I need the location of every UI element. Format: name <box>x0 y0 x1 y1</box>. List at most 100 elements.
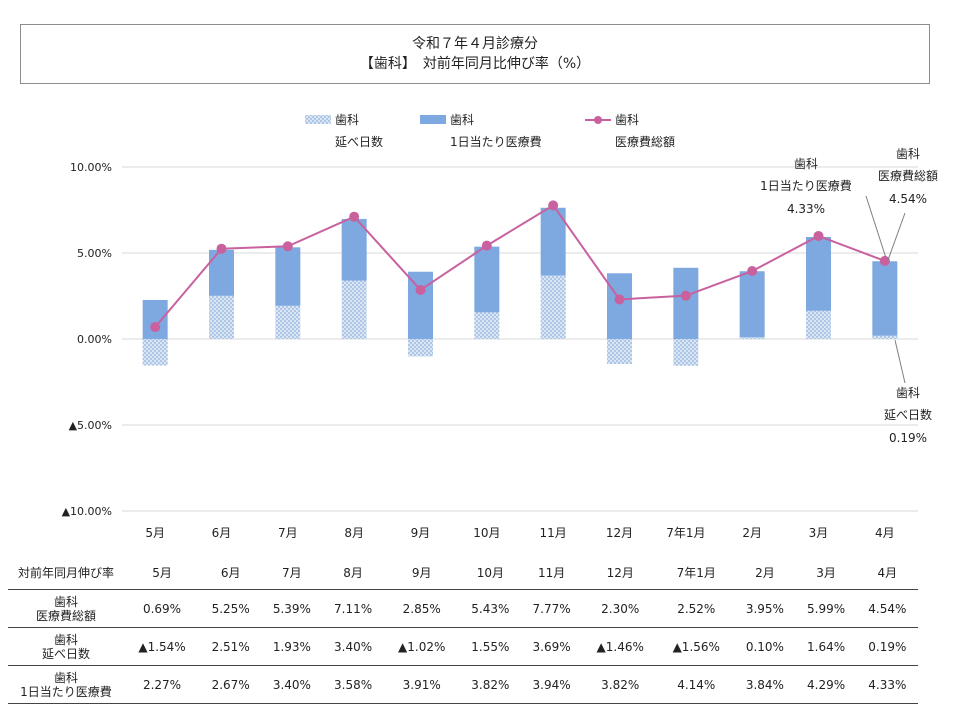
table-header-label: 対前年同月伸び率 <box>8 555 124 590</box>
x-tick-label: 7年1月 <box>666 526 705 540</box>
bar-days <box>341 280 367 339</box>
table-header-month: 2月 <box>734 555 796 590</box>
table-cell: 2.51% <box>200 627 262 666</box>
table-row-label: 歯科 延べ日数 <box>8 627 124 666</box>
table-cell: 7.11% <box>322 589 384 628</box>
x-tick-label: 5月 <box>145 526 165 540</box>
table-cell: 3.84% <box>734 665 796 704</box>
annotation-text: 歯科 <box>896 386 920 400</box>
point-total <box>813 230 824 241</box>
table-cell: ▲1.56% <box>658 627 735 666</box>
table-cell: 5.39% <box>261 589 323 628</box>
legend-label: 医療費総額 <box>615 134 675 149</box>
bar-perday <box>673 267 699 339</box>
bar-perday <box>607 273 632 339</box>
point-total <box>150 322 161 333</box>
legend-label: 歯科 <box>450 113 474 127</box>
table-cell: 0.19% <box>856 627 918 666</box>
table-cell: 4.33% <box>856 665 918 704</box>
point-total <box>481 240 492 251</box>
table-header-month: 6月 <box>200 555 262 590</box>
point-total <box>415 284 426 295</box>
chart-title-box: 令和７年４月診療分 【歯科】 対前年同月比伸び率（%） <box>20 24 930 84</box>
table-cell: 2.27% <box>124 665 201 704</box>
y-tick-label: 0.00% <box>77 333 112 346</box>
table-cell: 1.55% <box>459 627 521 666</box>
bar-perday <box>275 247 301 306</box>
bar-days <box>408 339 433 357</box>
x-tick-label: 3月 <box>809 526 829 540</box>
table-header-month: 8月 <box>322 555 384 590</box>
legend-icon-days <box>305 115 331 124</box>
annotation-text: 延べ日数 <box>884 407 932 422</box>
annotation-text: 4.33% <box>787 202 825 216</box>
x-tick-label: 12月 <box>606 526 633 540</box>
table-row: 歯科 延べ日数 ▲1.54% 2.51% 1.93% 3.40% ▲1.02% 1.55% 3.… <box>8 627 918 666</box>
table-header-row: 対前年同月伸び率 5月 6月 7月 8月 9月 10月 11月 12月 7年1月 2月 3月 4月 <box>8 555 918 590</box>
table-cell: 0.10% <box>734 627 796 666</box>
point-total <box>680 290 691 301</box>
bar-days <box>209 295 234 339</box>
growth-rate-chart: 10.00% 5.00% 0.00% ▲5.00% ▲10.00% 5月 6月 7月 8月 9月 1… <box>62 113 938 540</box>
table-cell: 2.67% <box>200 665 262 704</box>
table-header-month: 7月 <box>261 555 323 590</box>
legend-label: 歯科 <box>615 113 639 127</box>
table-cell: 4.14% <box>658 665 735 704</box>
table-cell: 2.30% <box>582 589 659 628</box>
legend-label: 1日当たり医療費 <box>450 134 542 149</box>
annotation-text: 4.54% <box>889 192 927 206</box>
table-cell: 3.82% <box>459 665 521 704</box>
bar-days <box>673 339 699 366</box>
point-total <box>349 211 360 222</box>
table-header-month: 5月 <box>124 555 201 590</box>
table-header-month: 7年1月 <box>658 555 735 590</box>
y-tick-label: ▲10.00% <box>62 505 112 518</box>
point-total <box>879 255 890 266</box>
data-table: 対前年同月伸び率 5月 6月 7月 8月 9月 10月 11月 12月 7年1月 2月 3月 4月 歯科医… <box>8 555 918 704</box>
annotation-leader <box>887 212 906 261</box>
point-total <box>216 243 227 254</box>
table-header-month: 9月 <box>383 555 460 590</box>
bar-perday <box>872 261 898 336</box>
x-tick-label: 7月 <box>278 526 298 540</box>
bar-perday <box>806 237 831 311</box>
y-tick-label: 5.00% <box>77 247 112 260</box>
table-header-month: 3月 <box>795 555 857 590</box>
x-tick-label: 8月 <box>344 526 364 540</box>
table-cell: 4.29% <box>795 665 857 704</box>
table-cell: 2.52% <box>658 589 735 628</box>
table-cell: 3.40% <box>261 665 323 704</box>
table-cell: 3.91% <box>383 665 460 704</box>
table-row-label: 歯科 1日当たり医療費 <box>8 665 124 704</box>
bar-perday <box>408 271 433 339</box>
table-cell: 5.43% <box>459 589 521 628</box>
table-cell: 5.25% <box>200 589 262 628</box>
x-tick-label: 10月 <box>473 526 500 540</box>
legend-marker-total <box>594 116 602 124</box>
table-cell: 0.69% <box>124 589 201 628</box>
point-total <box>548 200 559 211</box>
annotation-text: 1日当たり医療費 <box>760 178 852 193</box>
table-header-month: 10月 <box>459 555 521 590</box>
y-tick-label: 10.00% <box>70 161 112 174</box>
table-cell: 3.58% <box>322 665 384 704</box>
table-cell: 7.77% <box>520 589 583 628</box>
table-cell: 3.69% <box>520 627 583 666</box>
table-cell: 1.93% <box>261 627 323 666</box>
bar-perday <box>540 207 566 276</box>
bar-perday <box>142 299 168 339</box>
legend-label: 延べ日数 <box>335 134 383 149</box>
table-row-label: 歯科 医療費総額 <box>8 589 124 628</box>
bar-days <box>275 305 301 339</box>
table-header-month: 12月 <box>582 555 659 590</box>
annotation-text: 医療費総額 <box>878 168 938 183</box>
y-tick-label: ▲5.00% <box>69 419 112 432</box>
table-cell: 3.94% <box>520 665 583 704</box>
x-tick-label: 6月 <box>212 526 232 540</box>
bar-days <box>607 339 632 365</box>
table-cell: ▲1.02% <box>383 627 460 666</box>
legend-icon-perday <box>420 115 446 124</box>
table-cell: ▲1.46% <box>582 627 659 666</box>
bar-perday <box>474 246 500 313</box>
point-total <box>747 266 758 277</box>
